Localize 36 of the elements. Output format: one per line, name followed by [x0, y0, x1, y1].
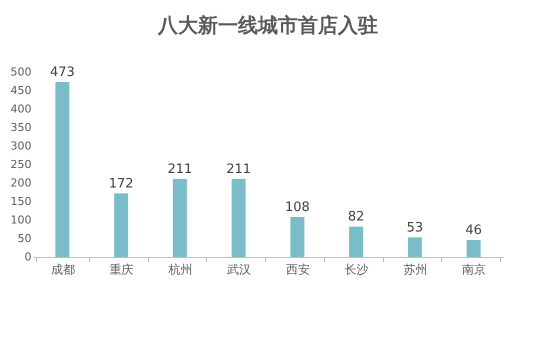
x-tick-label: 长沙: [344, 262, 369, 276]
data-label: 82: [348, 210, 364, 225]
bar: [172, 178, 187, 257]
data-label: 53: [406, 220, 424, 236]
y-tick-label: 350: [10, 121, 32, 134]
bar: [232, 178, 246, 257]
bar: [114, 193, 128, 257]
data-label: 172: [108, 176, 134, 192]
x-tick-label: 南京: [462, 262, 486, 276]
data-label: 473: [50, 64, 75, 80]
y-tick-label: 50: [18, 232, 32, 245]
x-tick-label: 苏州: [403, 262, 428, 276]
y-tick-label: 150: [10, 195, 32, 208]
bar: [349, 226, 364, 257]
bar: [466, 240, 481, 257]
chart-title: 八大新一线城市首店入驻: [157, 12, 378, 37]
y-tick-label: 0: [24, 250, 32, 264]
data-label: 211: [167, 162, 192, 177]
bar: [290, 217, 304, 257]
x-tick-label: 重庆: [110, 262, 134, 276]
y-tick-label: 500: [10, 66, 32, 78]
data-label: 108: [284, 200, 310, 216]
bar: [55, 82, 70, 257]
x-tick-label: 杭州: [167, 262, 192, 276]
data-label: 46: [465, 222, 482, 238]
x-tick-label: 武汉: [227, 262, 252, 276]
y-tick-label: 400: [10, 102, 32, 116]
y-tick-label: 100: [10, 214, 32, 226]
y-tick-label: 300: [10, 140, 32, 152]
y-tick-label: 200: [10, 176, 32, 190]
bar: [408, 237, 422, 257]
data-label: 211: [226, 162, 252, 177]
x-tick-label: 西安: [286, 262, 310, 276]
y-tick-label: 450: [10, 84, 32, 97]
x-tick-label: 成都: [50, 262, 75, 276]
y-tick-label: 250: [10, 158, 32, 171]
